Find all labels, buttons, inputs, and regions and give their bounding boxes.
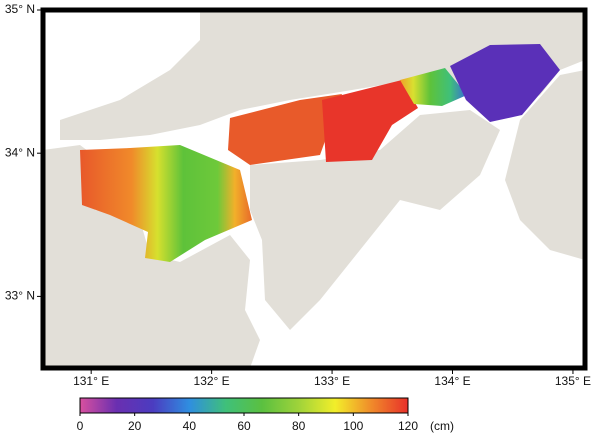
- x-tick-label: 132° E: [194, 374, 230, 388]
- y-tick-label: 33° N: [5, 289, 35, 303]
- colorbar-tick-label: 100: [343, 419, 363, 433]
- map-frame: [40, 7, 588, 371]
- colorbar-tick-label: 120: [398, 419, 418, 433]
- sea-aki: [228, 94, 342, 165]
- land-shikoku: [250, 110, 500, 330]
- x-tick-label: 131° E: [73, 374, 109, 388]
- sea-suonada: [80, 145, 252, 262]
- colorbar-tick-label: 0: [77, 419, 84, 433]
- x-tick-label: 135° E: [555, 374, 591, 388]
- colorbar: [79, 397, 409, 414]
- colorbar-unit: (cm): [430, 419, 454, 433]
- x-tick-label: 134° E: [434, 374, 470, 388]
- sea-hiuchi: [322, 80, 418, 162]
- sea-harima: [400, 68, 467, 106]
- colorbar-tick-label: 20: [128, 419, 142, 433]
- colorbar-tick-label: 40: [183, 419, 197, 433]
- y-tick-label: 35° N: [5, 2, 35, 16]
- y-tick-label: 34° N: [5, 145, 35, 159]
- map-area: [40, 7, 588, 371]
- land-kii: [505, 70, 585, 260]
- sea-osaka-bay: [450, 44, 560, 122]
- colorbar-tick-label: 80: [292, 419, 306, 433]
- land-honshu: [60, 10, 585, 140]
- x-tick-label: 133° E: [314, 374, 350, 388]
- colorbar-tick-label: 60: [237, 419, 251, 433]
